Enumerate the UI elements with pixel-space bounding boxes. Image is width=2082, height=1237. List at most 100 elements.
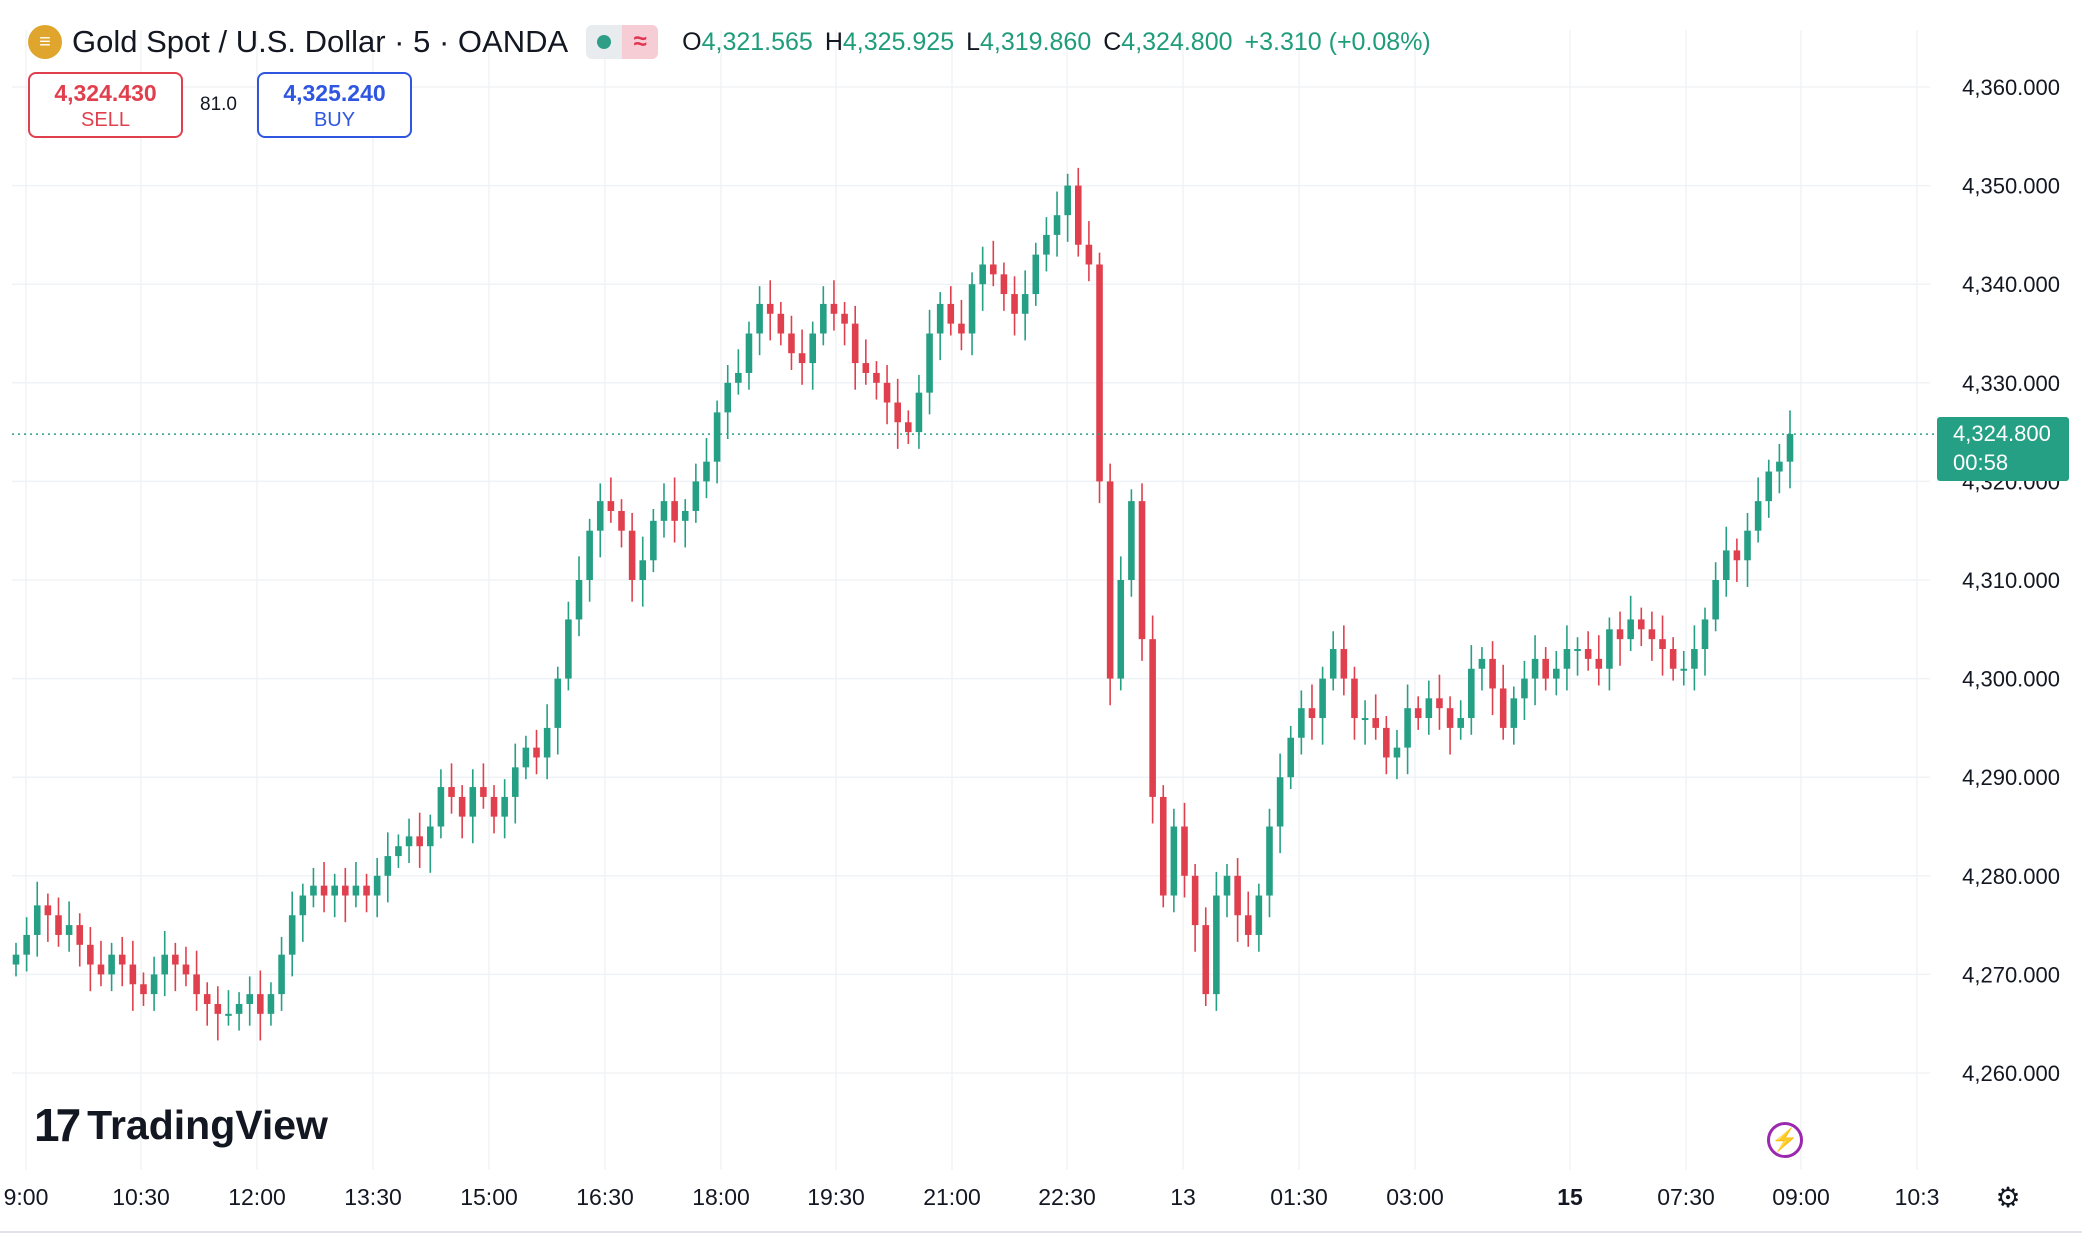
candle-body — [575, 580, 583, 620]
candle-body — [172, 954, 179, 965]
candle-body — [958, 323, 965, 334]
change-value: +3.310 (+0.08%) — [1244, 27, 1431, 56]
candle-body — [1128, 501, 1135, 580]
candle-body — [543, 727, 551, 758]
candle-body — [841, 313, 848, 324]
candle-body — [1468, 668, 1475, 719]
x-tick-label: 9:00 — [4, 1184, 49, 1210]
x-tick-label: 01:30 — [1270, 1184, 1328, 1210]
candle-body — [23, 934, 30, 955]
market-open-dot-icon — [597, 35, 612, 49]
candle-body — [1032, 254, 1040, 295]
candle-body — [650, 520, 657, 561]
candle-body — [1786, 434, 1794, 462]
candle-body — [565, 619, 572, 679]
candle-body — [1754, 501, 1762, 531]
candle-body — [342, 885, 349, 896]
y-axis: 4,360.0004,350.0004,340.0004,330.0004,32… — [1962, 75, 2060, 1086]
x-tick-label: 10:30 — [112, 1184, 170, 1210]
candle-body — [1043, 234, 1050, 255]
candle-body — [363, 885, 370, 896]
candle-body — [1276, 777, 1284, 827]
candle-body — [1436, 698, 1443, 709]
candle-body — [1584, 649, 1592, 659]
candle-body — [851, 323, 859, 364]
candle-body — [1361, 718, 1369, 721]
candle-body — [511, 767, 519, 797]
candle-body — [437, 787, 445, 827]
candle-body — [182, 964, 190, 975]
tradingview-logo[interactable]: 17 TradingView — [34, 1098, 328, 1152]
candle-body — [1234, 875, 1241, 916]
candle-body — [87, 944, 94, 965]
gold-coin-icon[interactable]: ≡ — [28, 25, 62, 59]
x-tick-label: 13 — [1170, 1184, 1196, 1210]
candle-body — [1521, 678, 1528, 699]
lightning-icon[interactable]: ⚡ — [1767, 1122, 1803, 1158]
candle-body — [1553, 668, 1560, 679]
candle-body — [713, 412, 721, 462]
buy-price: 4,325.240 — [283, 80, 386, 106]
candle-body — [55, 915, 62, 935]
y-tick-label: 4,340.000 — [1962, 272, 2060, 297]
candle-body — [203, 994, 211, 1004]
candle-body — [522, 747, 530, 768]
candle-body — [129, 964, 137, 985]
y-tick-label: 4,300.000 — [1962, 667, 2060, 692]
candle-body — [596, 501, 604, 531]
x-tick-label: 03:00 — [1386, 1184, 1444, 1210]
candle-body — [1478, 658, 1486, 669]
candle-body — [1531, 658, 1539, 679]
candle-body — [288, 915, 296, 955]
candle-body — [118, 954, 126, 965]
candle-body — [1606, 629, 1613, 669]
x-tick-label: 12:00 — [228, 1184, 286, 1210]
last-price-label: 4,324.800 00:58 — [1937, 417, 2069, 481]
candle-body — [1159, 796, 1167, 896]
candle-body — [320, 885, 328, 896]
buy-label: BUY — [313, 109, 356, 131]
candle-body — [1627, 619, 1634, 640]
candle-body — [1117, 580, 1125, 679]
candle-body — [1149, 639, 1156, 797]
candle-body — [1255, 895, 1263, 935]
candle-body — [1319, 678, 1326, 719]
candle-body — [703, 461, 710, 482]
x-tick-label: 22:30 — [1038, 1184, 1096, 1210]
sell-button[interactable]: 4,324.430 SELL — [28, 72, 183, 138]
candle-body — [798, 353, 806, 364]
symbol-title[interactable]: Gold Spot / U.S. Dollar · 5 · OANDA — [72, 24, 569, 59]
candle-body — [1669, 649, 1677, 669]
candle-body — [533, 747, 540, 758]
candle-body — [448, 787, 455, 797]
candle-body — [1446, 708, 1454, 728]
x-tick-label: 15 — [1557, 1184, 1583, 1210]
candle-body — [947, 303, 955, 324]
candle-body — [1393, 747, 1401, 758]
y-tick-label: 4,290.000 — [1962, 765, 2060, 790]
candle-body — [1733, 550, 1741, 561]
candle-body — [1329, 649, 1337, 679]
candle-body — [681, 510, 689, 521]
candle-body — [1223, 875, 1231, 896]
candle-body — [1425, 698, 1433, 719]
candle-body — [628, 530, 636, 580]
candle-body — [968, 284, 976, 334]
ohlc-readout: O4,321.565 H4,325.925 L4,319.860 C4,324.… — [682, 27, 1431, 56]
candle-body — [1563, 649, 1571, 669]
candle-body — [150, 974, 158, 995]
candle-body — [830, 303, 838, 314]
candle-body — [1351, 678, 1358, 719]
y-tick-label: 4,270.000 — [1962, 962, 2060, 987]
candle-body — [1648, 629, 1656, 640]
status-pill[interactable]: ≈ — [586, 25, 659, 59]
x-tick-label: 16:30 — [576, 1184, 634, 1210]
candle-body — [33, 905, 41, 935]
candle-body — [501, 796, 508, 817]
x-tick-label: 09:00 — [1772, 1184, 1830, 1210]
buy-button[interactable]: 4,325.240 BUY — [257, 72, 412, 138]
gear-icon[interactable]: ⚙ — [1995, 1181, 2021, 1213]
candle-body — [1213, 895, 1220, 995]
chart-header: ≡ Gold Spot / U.S. Dollar · 5 · OANDA ≈ … — [28, 20, 1431, 64]
